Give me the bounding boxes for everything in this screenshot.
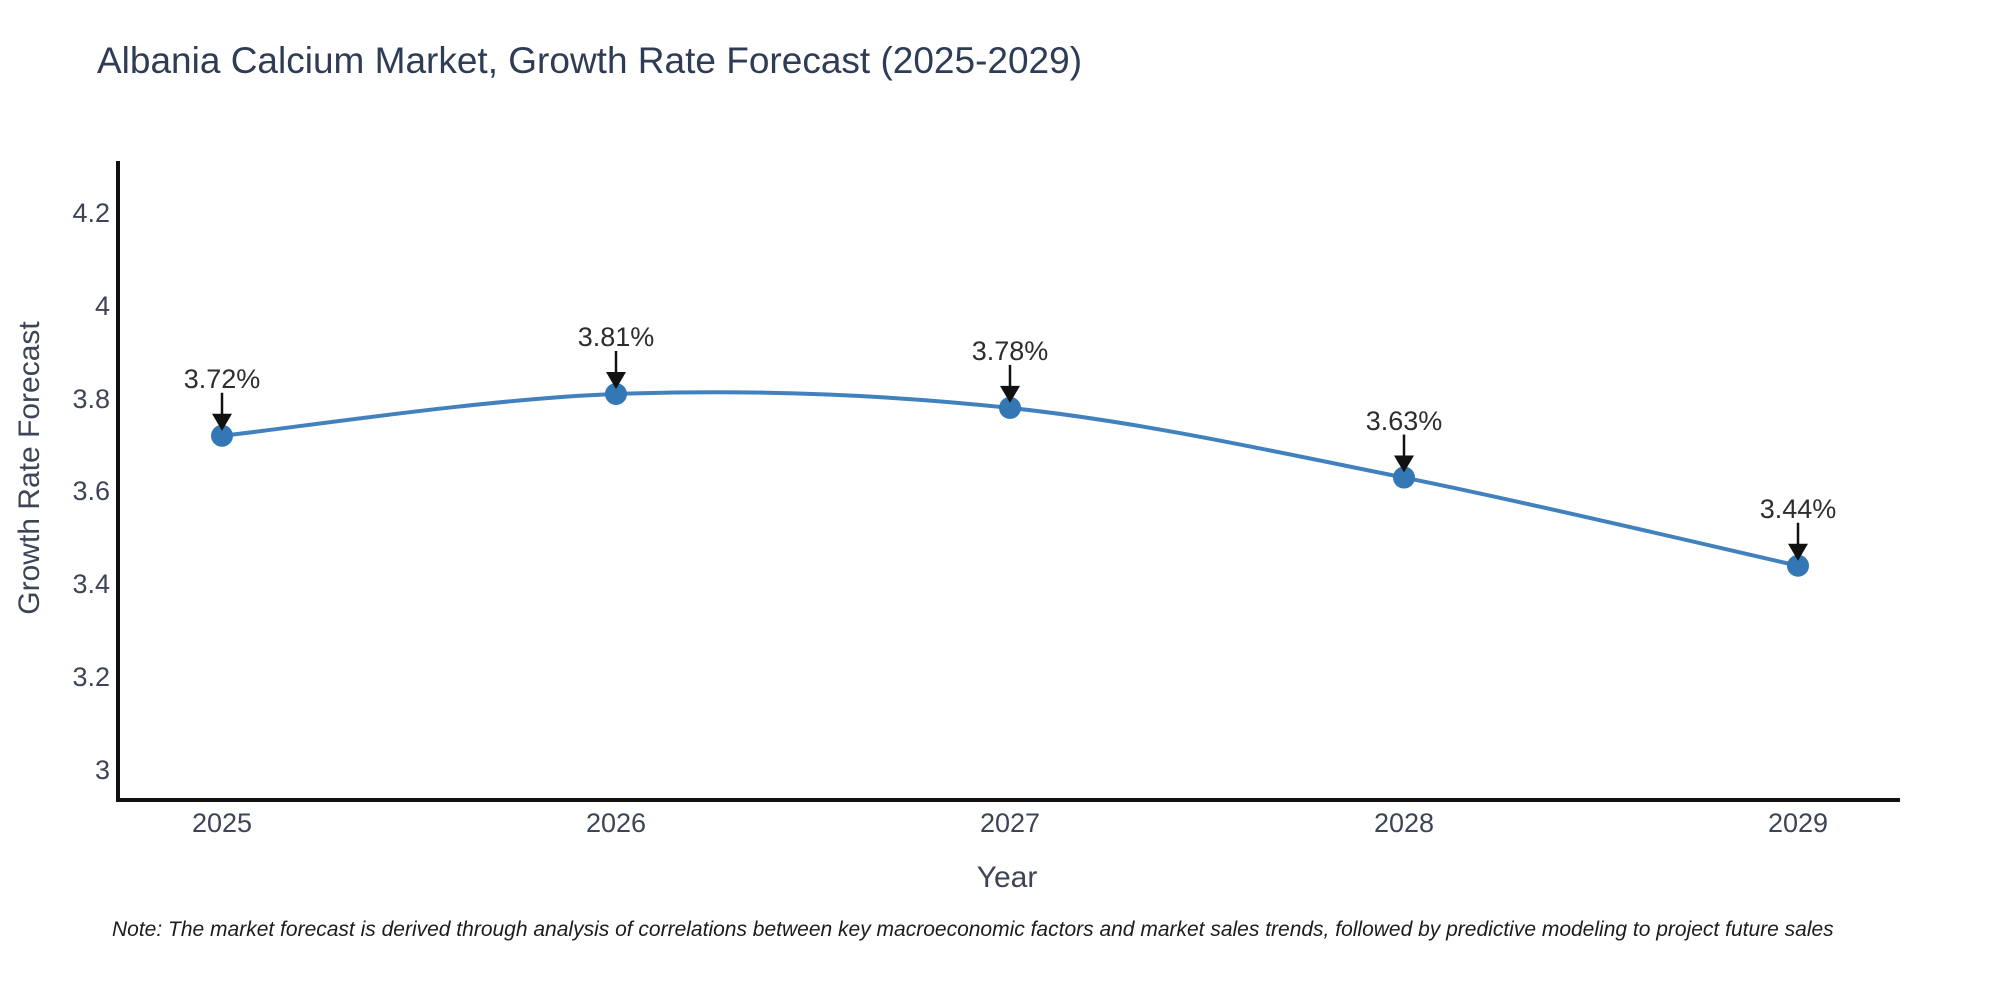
point-value-label: 3.72% [183, 363, 261, 394]
x-tick-label: 2025 [191, 808, 253, 838]
y-tick-label: 3.6 [72, 476, 110, 507]
x-tick-label: 2028 [1373, 808, 1435, 838]
annotation-arrowhead [1788, 543, 1808, 561]
data-point-marker [1393, 466, 1415, 489]
y-tick-label: 3 [94, 755, 110, 785]
data-point-marker [211, 424, 233, 447]
data-point-marker [605, 382, 627, 405]
y-tick-label: 3.2 [72, 662, 110, 693]
point-value-label: 3.44% [1759, 493, 1837, 524]
data-point-marker [999, 396, 1021, 419]
y-tick-label: 3.4 [72, 569, 110, 600]
point-value-label: 3.63% [1365, 405, 1443, 436]
y-axis-title: Growth Rate Forecast [13, 321, 46, 615]
y-tick-label: 4.2 [72, 197, 110, 228]
annotation-arrowhead [212, 413, 232, 431]
footnote: Note: The market forecast is derived thr… [112, 918, 1834, 941]
y-tick-label: 4 [94, 290, 110, 321]
annotation-arrowhead [606, 371, 626, 389]
chart-title: Albania Calcium Market, Growth Rate Fore… [97, 40, 1083, 81]
x-tick-label: 2026 [585, 808, 647, 838]
x-tick-label: 2029 [1767, 808, 1829, 838]
annotation-arrowhead [1000, 385, 1020, 403]
data-point-marker [1787, 554, 1809, 577]
y-tick-label: 3.8 [72, 383, 110, 414]
annotation-arrowhead [1394, 455, 1414, 473]
point-value-label: 3.81% [577, 321, 655, 352]
x-tick-label: 2027 [979, 808, 1041, 838]
x-axis-title: Year [976, 861, 1038, 894]
point-value-label: 3.78% [971, 335, 1049, 366]
